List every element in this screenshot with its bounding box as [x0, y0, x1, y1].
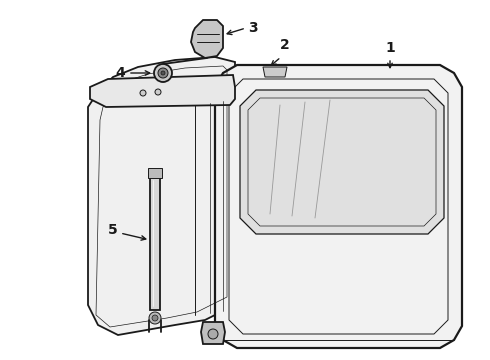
Circle shape	[140, 90, 146, 96]
Text: 1: 1	[385, 41, 395, 55]
Text: 2: 2	[280, 38, 290, 52]
Polygon shape	[263, 67, 287, 77]
Polygon shape	[201, 322, 225, 344]
Polygon shape	[215, 65, 462, 348]
Text: 4: 4	[115, 66, 125, 80]
Circle shape	[154, 64, 172, 82]
Circle shape	[161, 71, 165, 75]
Text: 3: 3	[248, 21, 258, 35]
Text: 5: 5	[108, 223, 118, 237]
Circle shape	[208, 329, 218, 339]
Circle shape	[155, 89, 161, 95]
Polygon shape	[148, 168, 162, 178]
Polygon shape	[240, 90, 444, 234]
Circle shape	[158, 68, 168, 78]
Circle shape	[152, 315, 158, 321]
Polygon shape	[90, 75, 235, 107]
Polygon shape	[191, 20, 223, 58]
Polygon shape	[150, 176, 160, 310]
Polygon shape	[88, 57, 235, 335]
Circle shape	[149, 312, 161, 324]
